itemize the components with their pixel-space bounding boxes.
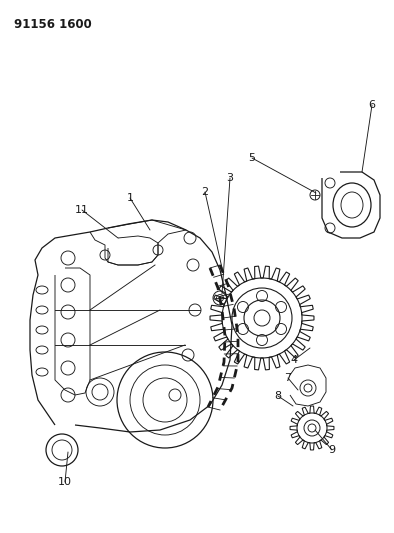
Text: 6: 6 [368, 100, 375, 110]
Text: 3: 3 [227, 173, 234, 183]
Text: 8: 8 [275, 391, 282, 401]
Text: 10: 10 [58, 477, 72, 487]
Text: 5: 5 [249, 153, 255, 163]
Text: 11: 11 [75, 205, 89, 215]
Text: 91156 1600: 91156 1600 [14, 18, 92, 31]
Text: 7: 7 [284, 373, 292, 383]
Text: 1: 1 [126, 193, 134, 203]
Text: 9: 9 [329, 445, 336, 455]
Text: 4: 4 [290, 355, 297, 365]
Text: 2: 2 [201, 187, 208, 197]
